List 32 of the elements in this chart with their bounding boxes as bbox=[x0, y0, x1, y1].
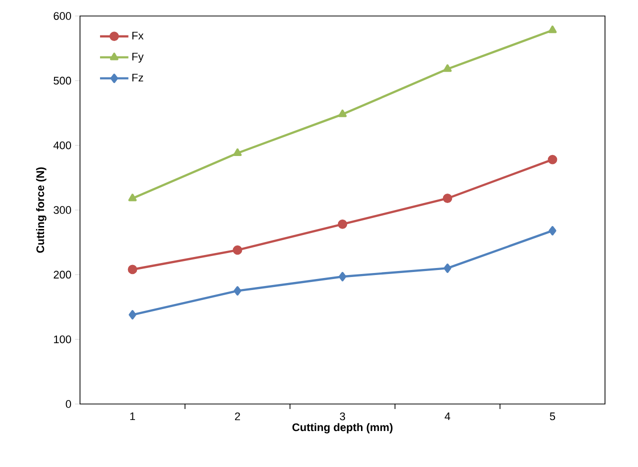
x-axis-title: Cutting depth (mm) bbox=[292, 423, 392, 434]
x-tick-label: 2 bbox=[235, 412, 240, 420]
point bbox=[233, 148, 242, 156]
point bbox=[443, 64, 452, 72]
point bbox=[234, 286, 242, 296]
legend-label: Fy bbox=[132, 52, 144, 63]
point bbox=[442, 194, 452, 204]
point bbox=[338, 110, 347, 118]
point bbox=[232, 245, 242, 255]
y-tick-label: 100 bbox=[54, 335, 72, 344]
point bbox=[128, 264, 138, 274]
y-tick-label: 0 bbox=[66, 400, 72, 408]
y-tick-label: 600 bbox=[54, 12, 72, 20]
point bbox=[444, 264, 452, 273]
y-tick-label: 200 bbox=[54, 270, 72, 279]
y-tick-label: 400 bbox=[53, 141, 72, 150]
x-tick-label: 1 bbox=[130, 412, 136, 420]
point bbox=[128, 194, 137, 202]
x-tick-label: 3 bbox=[340, 412, 346, 420]
point bbox=[548, 226, 556, 236]
x-tick-label: 4 bbox=[444, 412, 450, 420]
point bbox=[338, 272, 346, 282]
point bbox=[338, 220, 348, 229]
y-tick-label: 500 bbox=[54, 76, 72, 85]
point bbox=[548, 26, 557, 34]
y-axis-title: Cutting force (N) bbox=[36, 167, 46, 253]
x-tick-label: 5 bbox=[550, 412, 556, 420]
y-tick-label: 300 bbox=[54, 206, 72, 214]
legend-label: Fx bbox=[132, 32, 144, 40]
point bbox=[548, 154, 558, 164]
legend-label: Fz bbox=[132, 74, 144, 82]
point bbox=[128, 310, 136, 320]
